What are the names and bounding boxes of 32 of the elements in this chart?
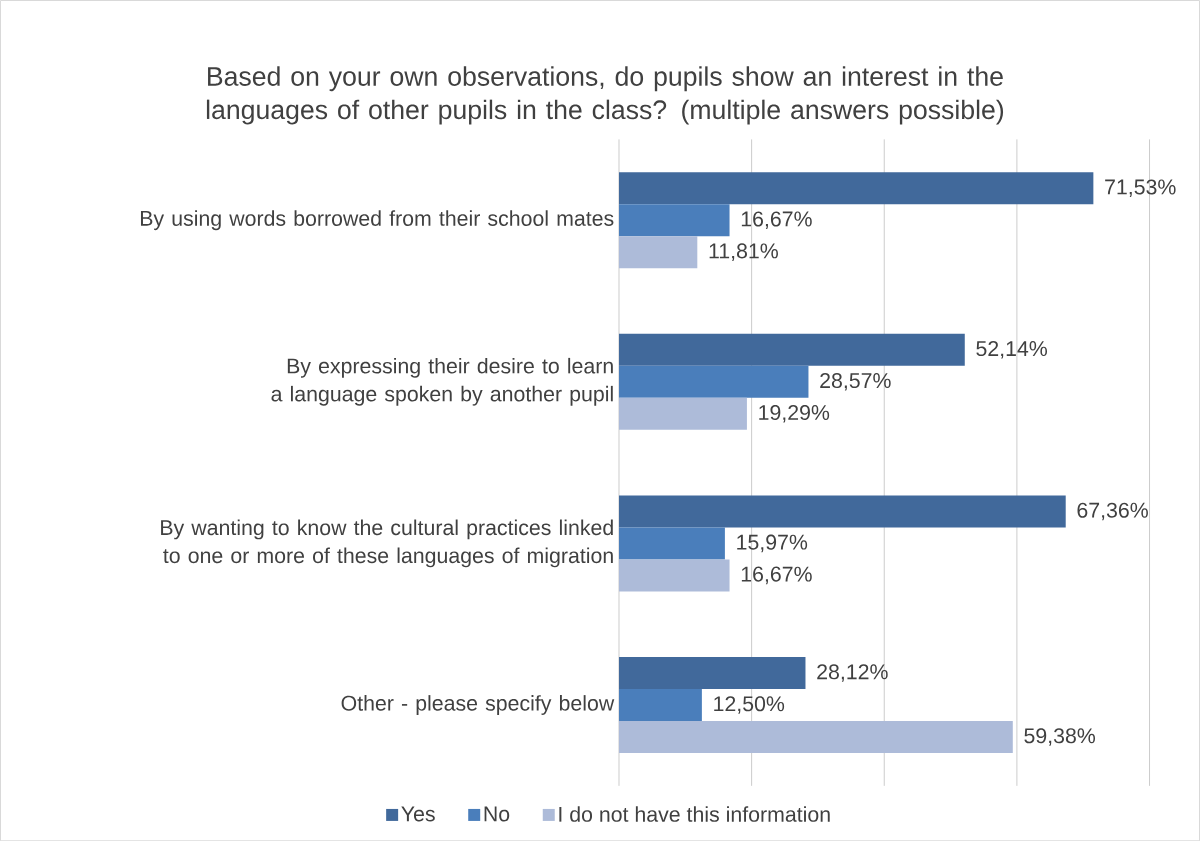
data-label: 16,67%	[741, 566, 812, 585]
data-label: 15,97%	[737, 534, 808, 553]
bar	[618, 236, 698, 268]
data-label: 59,38%	[1024, 728, 1096, 746]
bar	[618, 656, 806, 689]
bar	[618, 495, 1066, 528]
data-label: 67,36%	[1077, 502, 1148, 521]
bar	[618, 688, 702, 721]
bar	[618, 559, 730, 592]
data-label: 28,57%	[820, 372, 891, 391]
bar	[618, 397, 747, 430]
bar	[618, 720, 1013, 753]
y-tick-label: Other - please specify below	[341, 694, 615, 715]
legend-label: I do not have this information	[559, 806, 830, 822]
bar	[618, 527, 725, 560]
y-tick-label: By wanting to know the cultural practices linked to one or more of these languages of migration	[161, 519, 613, 568]
bar	[618, 333, 965, 366]
legend-label: No	[484, 806, 510, 822]
bar	[618, 204, 730, 237]
y-tick-label: By using words borrowed from their school mates	[140, 210, 614, 230]
legend-label: Yes	[401, 806, 435, 822]
data-label: 19,29%	[759, 404, 830, 423]
bar	[618, 365, 809, 398]
data-label: 28,12%	[817, 664, 888, 682]
chart-title: Based on your own observations, do pupils show an interest in the languages of other pupils in the class? (multiple answers possible)	[206, 66, 1004, 125]
data-label: 71,53%	[1105, 179, 1176, 197]
bar	[618, 172, 1094, 205]
data-label: 11,81%	[709, 243, 778, 261]
data-label: 12,50%	[714, 696, 785, 714]
data-label: 16,67%	[741, 211, 812, 229]
data-label: 52,14%	[976, 340, 1048, 359]
y-tick-label: By expressing their desire to learn a language spoken by another pupil	[271, 357, 613, 406]
